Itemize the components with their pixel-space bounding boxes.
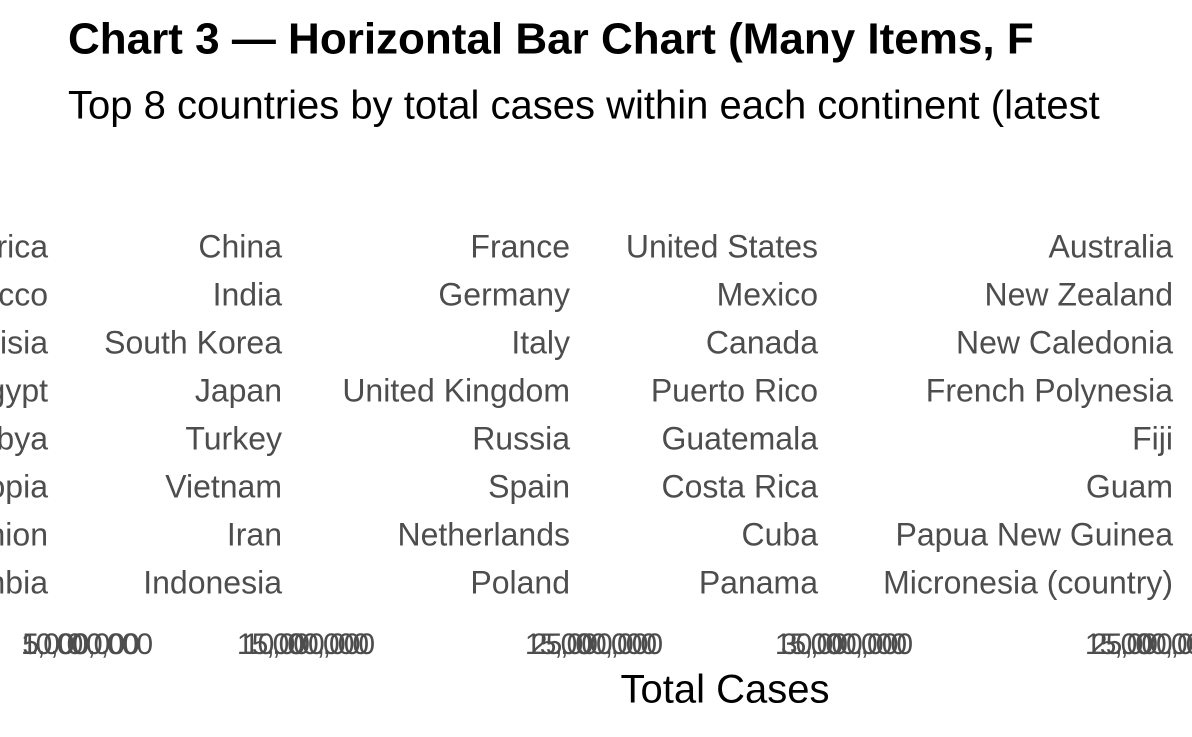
category-label: New Zealand: [984, 276, 1173, 312]
x-tick-label: 25,000,000: [1091, 628, 1192, 661]
category-label: Fiji: [1132, 420, 1173, 456]
category-label: Iran: [227, 516, 282, 552]
x-tick-label: 25,000,000: [531, 628, 662, 661]
category-label: Turkey: [185, 420, 282, 456]
category-label: Japan: [195, 372, 282, 408]
category-label: Tunisia: [0, 324, 48, 360]
category-label: Panama: [699, 564, 818, 600]
category-label: Puerto Rico: [651, 372, 818, 408]
x-tick-label: 5,000,000: [22, 628, 139, 661]
category-label: United States: [626, 228, 818, 264]
category-label: Egypt: [0, 372, 48, 408]
category-label: Ethiopia: [0, 468, 48, 504]
x-axis-title: Total Cases: [621, 668, 830, 712]
category-label: Poland: [470, 564, 570, 600]
category-label: South Africa: [0, 228, 48, 264]
category-label: French Polynesia: [926, 372, 1173, 408]
category-label: Morocco: [0, 276, 48, 312]
category-label: Costa Rica: [662, 468, 819, 504]
x-tick-label: 10,000,000: [243, 628, 374, 661]
category-label: Italy: [511, 324, 570, 360]
category-label: South Korea: [104, 324, 282, 360]
x-tick-label: 15,000,000: [775, 628, 906, 661]
category-label: Netherlands: [397, 516, 570, 552]
x-tick-label: 0: [577, 628, 593, 661]
category-label: Mexico: [717, 276, 818, 312]
x-tick-label: 0: [289, 628, 305, 661]
x-tick-label: 0: [67, 628, 83, 661]
category-label: Guam: [1086, 468, 1173, 504]
chart-subtitle: Top 8 countries by total cases within ea…: [68, 84, 1100, 128]
category-label: Libya: [0, 420, 48, 456]
category-label: China: [198, 228, 282, 264]
x-tick-label: 15,000,000: [1085, 628, 1192, 661]
category-label: Russia: [472, 420, 570, 456]
category-label: United Kingdom: [342, 372, 570, 408]
x-tick-label: 0: [827, 628, 843, 661]
x-tick-label: 0: [1137, 628, 1153, 661]
category-label: India: [213, 276, 283, 312]
category-label: Vietnam: [165, 468, 282, 504]
category-label: Zambia: [0, 564, 48, 600]
category-label: New Caledonia: [956, 324, 1173, 360]
category-label: Indonesia: [143, 564, 282, 600]
category-label: Papua New Guinea: [895, 516, 1173, 552]
category-label: Spain: [488, 468, 570, 504]
category-label: Germany: [438, 276, 570, 312]
chart-title: Chart 3 — Horizontal Bar Chart (Many Ite…: [68, 15, 1034, 64]
x-tick-label: 30,000,000: [781, 628, 912, 661]
x-tick-label: 15,000,000: [525, 628, 656, 661]
category-label: France: [470, 228, 570, 264]
category-label: Cuba: [742, 516, 819, 552]
x-tick-label: 10,000,000: [21, 628, 152, 661]
x-tick-label: 15,000,000: [237, 628, 368, 661]
category-label: Guatemala: [661, 420, 818, 456]
category-label: Australia: [1049, 228, 1174, 264]
category-label: Reunion: [0, 516, 48, 552]
category-label: Micronesia (country): [883, 564, 1173, 600]
category-label: Canada: [706, 324, 818, 360]
